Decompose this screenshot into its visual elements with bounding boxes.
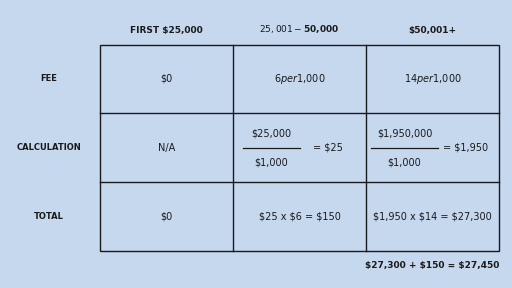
Text: $25,000: $25,000 bbox=[251, 128, 291, 138]
Text: CALCULATION: CALCULATION bbox=[16, 143, 81, 152]
Text: $0: $0 bbox=[160, 211, 173, 221]
Bar bbox=[100, 45, 499, 251]
Text: $1,950 x $14 = $27,300: $1,950 x $14 = $27,300 bbox=[373, 211, 492, 221]
Text: $50,001+: $50,001+ bbox=[409, 26, 457, 35]
Text: FEE: FEE bbox=[40, 75, 57, 84]
Text: = $1,950: = $1,950 bbox=[443, 143, 488, 153]
Text: $1,000: $1,000 bbox=[388, 157, 421, 167]
Text: $6 per $1,000: $6 per $1,000 bbox=[274, 72, 325, 86]
Text: $25,001 - $50,000: $25,001 - $50,000 bbox=[259, 22, 340, 35]
Text: $14 per $1,000: $14 per $1,000 bbox=[404, 72, 461, 86]
Text: $1,000: $1,000 bbox=[254, 157, 288, 167]
Text: N/A: N/A bbox=[158, 143, 175, 153]
Text: $0: $0 bbox=[160, 74, 173, 84]
Text: = $25: = $25 bbox=[313, 143, 343, 153]
Text: $25 x $6 = $150: $25 x $6 = $150 bbox=[259, 211, 340, 221]
Text: $1,950,000: $1,950,000 bbox=[377, 128, 432, 138]
Text: TOTAL: TOTAL bbox=[34, 212, 63, 221]
Text: $27,300 + $150 = $27,450: $27,300 + $150 = $27,450 bbox=[365, 261, 499, 270]
Text: FIRST $25,000: FIRST $25,000 bbox=[130, 26, 203, 35]
